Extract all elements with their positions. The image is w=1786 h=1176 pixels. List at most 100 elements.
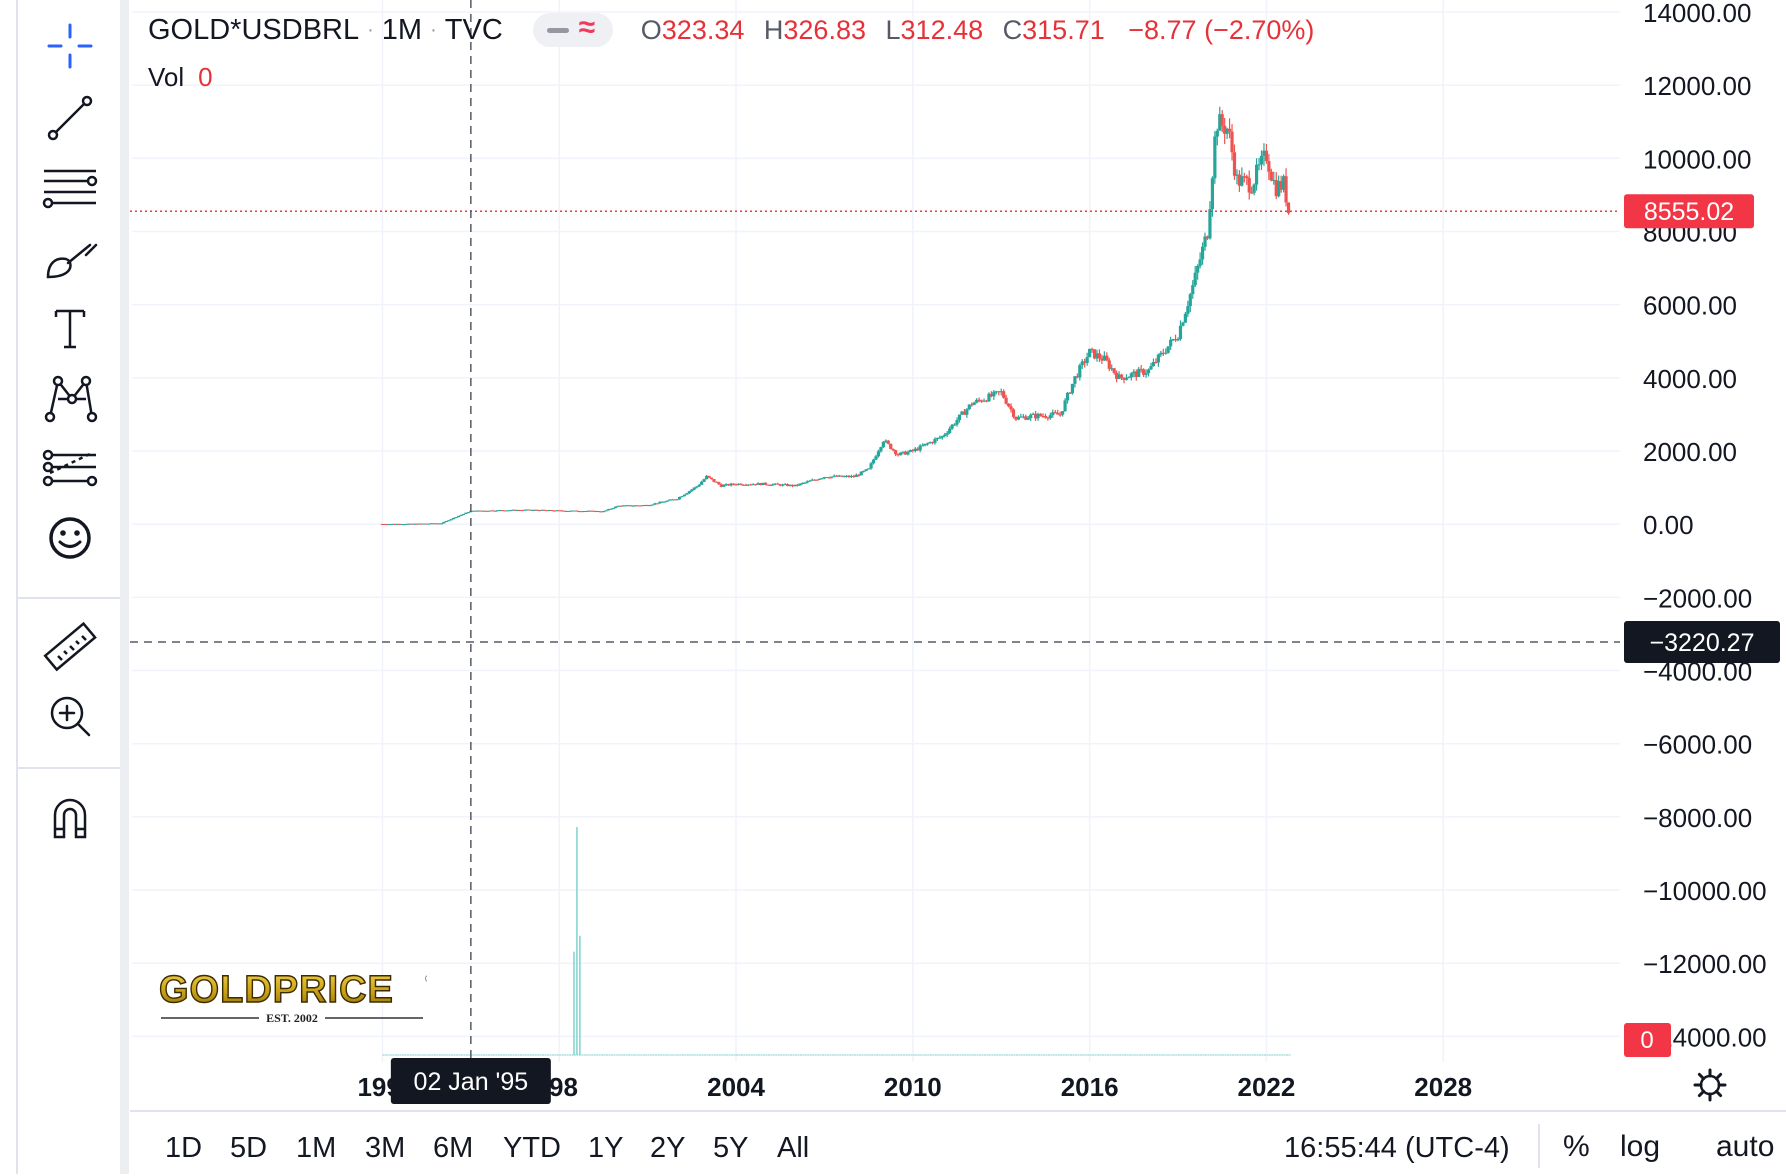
- candle-body-147: [741, 484, 746, 486]
- candle-body-43: [486, 510, 490, 512]
- candle-body-192: [852, 475, 856, 477]
- candle-body-302: [1122, 377, 1126, 380]
- crosshair-price-tag-label: −3220.27: [1650, 629, 1755, 657]
- candle-body-152: [754, 484, 758, 486]
- drawing-toolbar: [0, 0, 129, 1174]
- candle-body-268: [1038, 413, 1043, 416]
- prediction-tool-button[interactable]: [34, 438, 106, 498]
- text-tool-button[interactable]: [34, 298, 106, 358]
- candle-body-332: [1196, 265, 1200, 273]
- brush-tool-button[interactable]: [34, 228, 106, 288]
- candle-body-369: [1286, 202, 1291, 214]
- candle-body-96: [616, 505, 620, 507]
- candle-body-120: [675, 499, 679, 501]
- symbol-name[interactable]: GOLD*USDBRL: [148, 13, 360, 46]
- candle-body-338: [1210, 178, 1214, 210]
- candle-body-35: [466, 512, 470, 514]
- percent-scale-toggle[interactable]: %: [1563, 1130, 1590, 1163]
- candle-body-274: [1053, 412, 1057, 414]
- candle-body-75: [565, 510, 569, 512]
- volume-label: Vol: [148, 62, 185, 92]
- y-tick-label-1: 12000.00: [1643, 71, 1751, 101]
- candle-body-87: [594, 511, 598, 513]
- candle-body-291: [1095, 353, 1099, 359]
- settings-gear-icon[interactable]: [1693, 1068, 1727, 1102]
- candle-body-102: [631, 505, 635, 507]
- candle-body-357: [1257, 164, 1261, 166]
- candle-body-1: [383, 524, 387, 526]
- candle-body-64: [538, 510, 542, 512]
- magnet-tool-button[interactable]: [34, 788, 106, 848]
- candle-body-242: [975, 399, 979, 403]
- range-3m-button[interactable]: 3M: [365, 1132, 406, 1164]
- candle-body-310: [1142, 369, 1146, 375]
- range-all-button[interactable]: All: [777, 1132, 810, 1164]
- candle-body-123: [682, 494, 687, 497]
- candle-body-177: [815, 479, 819, 481]
- emoji-tool-button[interactable]: [34, 508, 106, 568]
- price-chart[interactable]: 14000.0012000.0010000.008000.006000.0040…: [0, 0, 1786, 1110]
- candle-body-157: [766, 484, 770, 486]
- log-scale-toggle[interactable]: log: [1620, 1130, 1661, 1163]
- range-5d-button[interactable]: 5D: [230, 1132, 268, 1164]
- candle-body-169: [795, 484, 800, 486]
- candle-body-78: [572, 510, 576, 512]
- candle-body-52: [508, 510, 512, 512]
- candle-body-304: [1127, 377, 1131, 379]
- pattern-tool-button[interactable]: [34, 368, 106, 428]
- candle-body-266: [1034, 413, 1038, 419]
- candle-body-69: [550, 510, 554, 512]
- candle-body-234: [955, 420, 959, 425]
- candle-body-115: [663, 501, 667, 503]
- candle-body-211: [898, 452, 903, 456]
- candle-body-151: [751, 484, 755, 486]
- price-axis[interactable]: 14000.0012000.0010000.008000.006000.0040…: [1643, 0, 1767, 1052]
- zoom-in-tool-button[interactable]: [34, 686, 106, 746]
- candle-body-257: [1011, 409, 1016, 417]
- candle-body-284: [1078, 365, 1082, 378]
- time-axis[interactable]: 199 998 2004 2010 2016 2022 2028: [357, 1068, 1727, 1102]
- candle-body-6: [395, 523, 399, 525]
- candle-body-47: [496, 510, 500, 512]
- timezone-clock[interactable]: 16:55:44 (UTC-4): [1284, 1132, 1510, 1164]
- candle-body-91: [604, 510, 608, 512]
- range-1m-button[interactable]: 1M: [296, 1132, 337, 1164]
- trend-line-tool-button[interactable]: [34, 88, 106, 148]
- legend-toggle-pill[interactable]: ≈: [532, 11, 613, 47]
- candle-body-282: [1073, 376, 1077, 384]
- range-5y-button[interactable]: 5Y: [713, 1132, 749, 1164]
- crosshair-price-tag: [1624, 621, 1780, 664]
- range-1y-button[interactable]: 1Y: [588, 1132, 624, 1164]
- candle-body-146: [739, 483, 743, 485]
- auto-scale-toggle[interactable]: auto: [1716, 1130, 1775, 1163]
- candle-body-60: [528, 509, 532, 511]
- fib-lines-tool-button[interactable]: [34, 158, 106, 218]
- range-1d-button[interactable]: 1D: [165, 1132, 203, 1164]
- candle-body-119: [673, 499, 677, 501]
- range-ytd-button[interactable]: YTD: [503, 1132, 561, 1164]
- y-tick-label-6: 2000.00: [1643, 437, 1737, 467]
- candle-body-141: [727, 484, 731, 486]
- interval-label[interactable]: 1M: [381, 13, 423, 46]
- candle-body-114: [660, 501, 664, 503]
- candle-body-251: [997, 391, 1001, 393]
- gear-tooth: [1697, 1089, 1706, 1098]
- candle-body-239: [967, 404, 971, 410]
- candle-body-312: [1146, 369, 1151, 374]
- range-2y-button[interactable]: 2Y: [650, 1132, 686, 1164]
- open-key: O: [640, 14, 662, 45]
- candle-body-145: [736, 483, 741, 485]
- range-6m-button[interactable]: 6M: [433, 1132, 474, 1164]
- candle-body-46: [493, 510, 498, 512]
- candle-body-13: [412, 523, 416, 525]
- candle-body-34: [464, 512, 468, 514]
- candle-body-79: [574, 510, 579, 512]
- toolbar-right-border: [120, 0, 129, 1174]
- crosshair-tool-button[interactable]: [34, 16, 106, 76]
- high-value: 326.83: [783, 14, 866, 45]
- ruler-tool-button[interactable]: [34, 618, 106, 678]
- candle-body-12: [410, 523, 414, 525]
- candle-body-216: [911, 449, 915, 451]
- candle-body-360: [1264, 150, 1269, 162]
- candle-body-59: [525, 509, 529, 511]
